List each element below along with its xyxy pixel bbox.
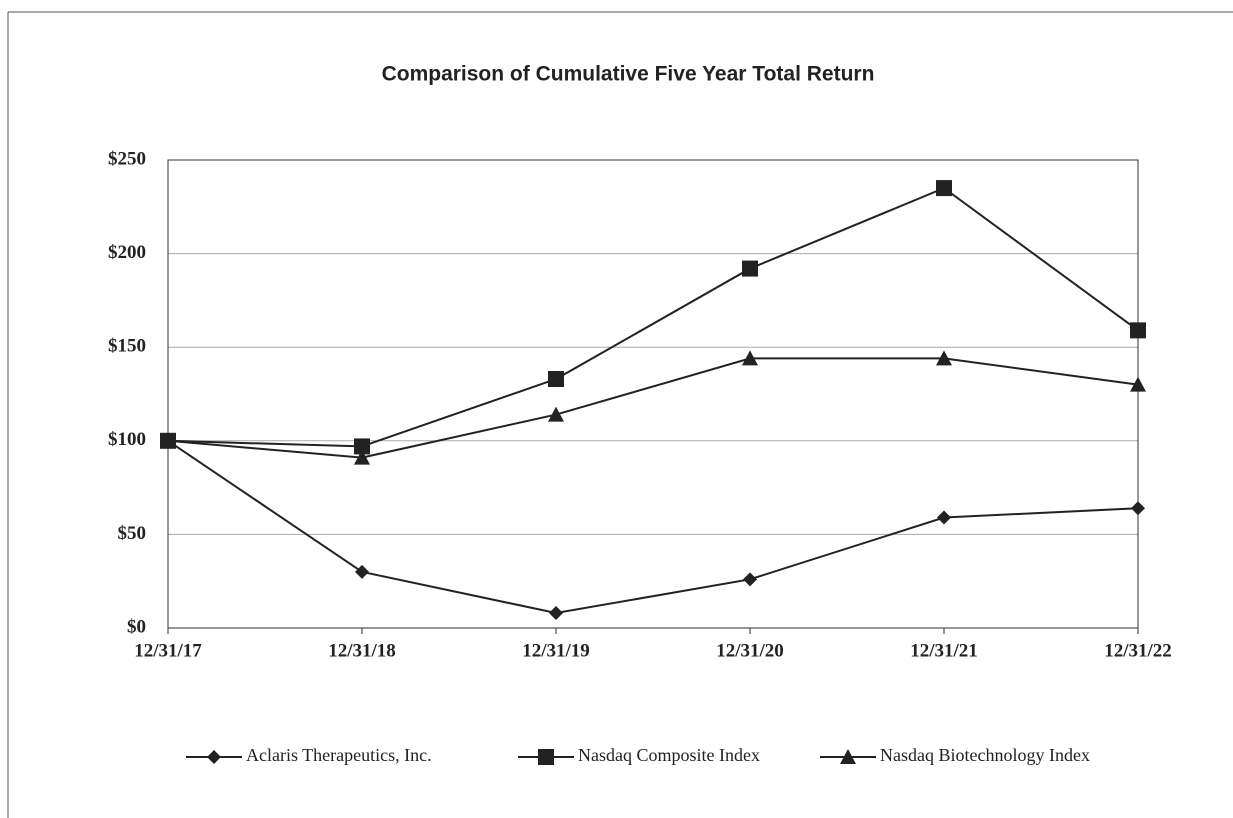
x-tick-label: 12/31/21 — [910, 640, 978, 661]
x-tick-label: 12/31/22 — [1104, 640, 1172, 661]
data-point — [549, 606, 563, 621]
data-point — [355, 564, 369, 579]
data-point — [937, 510, 951, 525]
data-point — [743, 572, 757, 587]
data-point — [1131, 501, 1145, 516]
data-point — [936, 180, 952, 197]
legend-label: Aclaris Therapeutics, Inc. — [246, 745, 432, 765]
series-line — [167, 186, 1139, 448]
data-point — [354, 438, 370, 455]
x-tick-label: 12/31/17 — [134, 640, 202, 661]
x-tick-label: 12/31/19 — [522, 640, 590, 661]
x-tick-label: 12/31/20 — [716, 640, 784, 661]
legend-marker — [207, 750, 221, 764]
data-point — [1130, 376, 1146, 392]
plot-border — [167, 159, 1139, 629]
legend-label: Nasdaq Biotechnology Index — [880, 745, 1090, 765]
data-point — [1130, 322, 1146, 339]
legend-marker — [840, 749, 856, 764]
data-point — [742, 350, 758, 366]
series-line — [167, 357, 1139, 459]
data-point — [936, 350, 952, 366]
y-tick-label: $0 — [127, 616, 146, 637]
y-tick-label: $150 — [108, 336, 146, 357]
data-point — [548, 371, 564, 388]
x-tick-label: 12/31/18 — [328, 640, 396, 661]
y-tick-label: $50 — [118, 523, 147, 544]
legend-marker — [538, 749, 554, 765]
data-point — [548, 406, 564, 422]
y-tick-label: $250 — [108, 148, 146, 169]
series-line — [167, 439, 1139, 615]
y-tick-label: $200 — [108, 242, 146, 263]
y-tick-label: $100 — [108, 429, 146, 450]
chart-title: Comparison of Cumulative Five Year Total… — [382, 63, 875, 86]
data-point — [354, 449, 370, 465]
legend-label: Nasdaq Composite Index — [578, 745, 760, 765]
data-point — [160, 432, 176, 448]
data-point — [742, 260, 758, 277]
